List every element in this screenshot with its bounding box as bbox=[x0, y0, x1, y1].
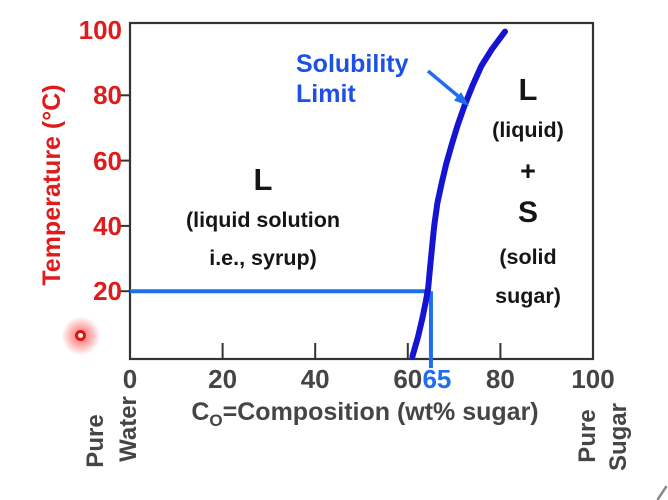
solubility-curve bbox=[409, 28, 508, 360]
region-plus-sign: + bbox=[520, 156, 536, 186]
region-l-desc: (liquid) bbox=[492, 118, 564, 142]
tie-lines bbox=[130, 289, 433, 368]
region-liquid-solution: L (liquid solution i.e., syrup) bbox=[143, 160, 383, 276]
y-tick-label-100: 100 bbox=[78, 15, 122, 45]
pure-water-word2: Water bbox=[115, 396, 142, 462]
region-liquid-plus-solid: L (liquid) + S (solid sugar) bbox=[463, 72, 593, 314]
region-liquid-symbol: L bbox=[253, 162, 273, 197]
region-l-symbol: L bbox=[518, 72, 538, 107]
solubility-limit-line2: Limit bbox=[296, 80, 356, 108]
pure-sugar-word2: Sugar bbox=[605, 403, 632, 472]
x-tick-label-40: 40 bbox=[300, 364, 330, 394]
pointer-highlight-icon bbox=[75, 330, 86, 341]
x-tick-label-65: 65 bbox=[422, 364, 452, 394]
x-tick-label-20: 20 bbox=[208, 364, 238, 394]
y-tick-label-80: 80 bbox=[93, 80, 122, 111]
x-tick-label-100: 100 bbox=[571, 364, 615, 394]
region-s-desc2: sugar) bbox=[495, 284, 561, 308]
x-axis-label-symbol: C bbox=[191, 398, 210, 426]
region-s-desc1: (solid bbox=[499, 245, 557, 269]
x-axis-label-subscript: O bbox=[209, 411, 223, 430]
plot-border bbox=[128, 21, 595, 361]
y-tick-label-60: 60 bbox=[93, 145, 122, 176]
pure-water-word1: Pure bbox=[82, 414, 109, 468]
x-tick-label-60: 60 bbox=[393, 364, 423, 394]
pure-sugar-word1: Pure bbox=[574, 409, 601, 463]
callout-arrow-icon bbox=[426, 69, 469, 106]
y-tick-label-20: 20 bbox=[93, 276, 122, 307]
region-s-symbol: S bbox=[517, 196, 538, 229]
corner-mark bbox=[656, 485, 668, 500]
x-axis-label-text: =Composition (wt% sugar) bbox=[222, 398, 539, 426]
y-tick-label-40: 40 bbox=[93, 210, 122, 241]
solubility-limit-callout: Solubility Limit bbox=[296, 49, 409, 109]
x-tick-label-0: 0 bbox=[122, 364, 138, 394]
solubility-limit-line1: Solubility bbox=[296, 50, 409, 78]
axis-tick-marks bbox=[120, 94, 502, 359]
x-tick-label-80: 80 bbox=[485, 364, 515, 394]
region-liquid-desc1: (liquid solution bbox=[185, 208, 341, 232]
x-axis-label: CO=Composition (wt% sugar) bbox=[160, 398, 570, 431]
region-liquid-desc2: i.e., syrup) bbox=[209, 246, 317, 270]
